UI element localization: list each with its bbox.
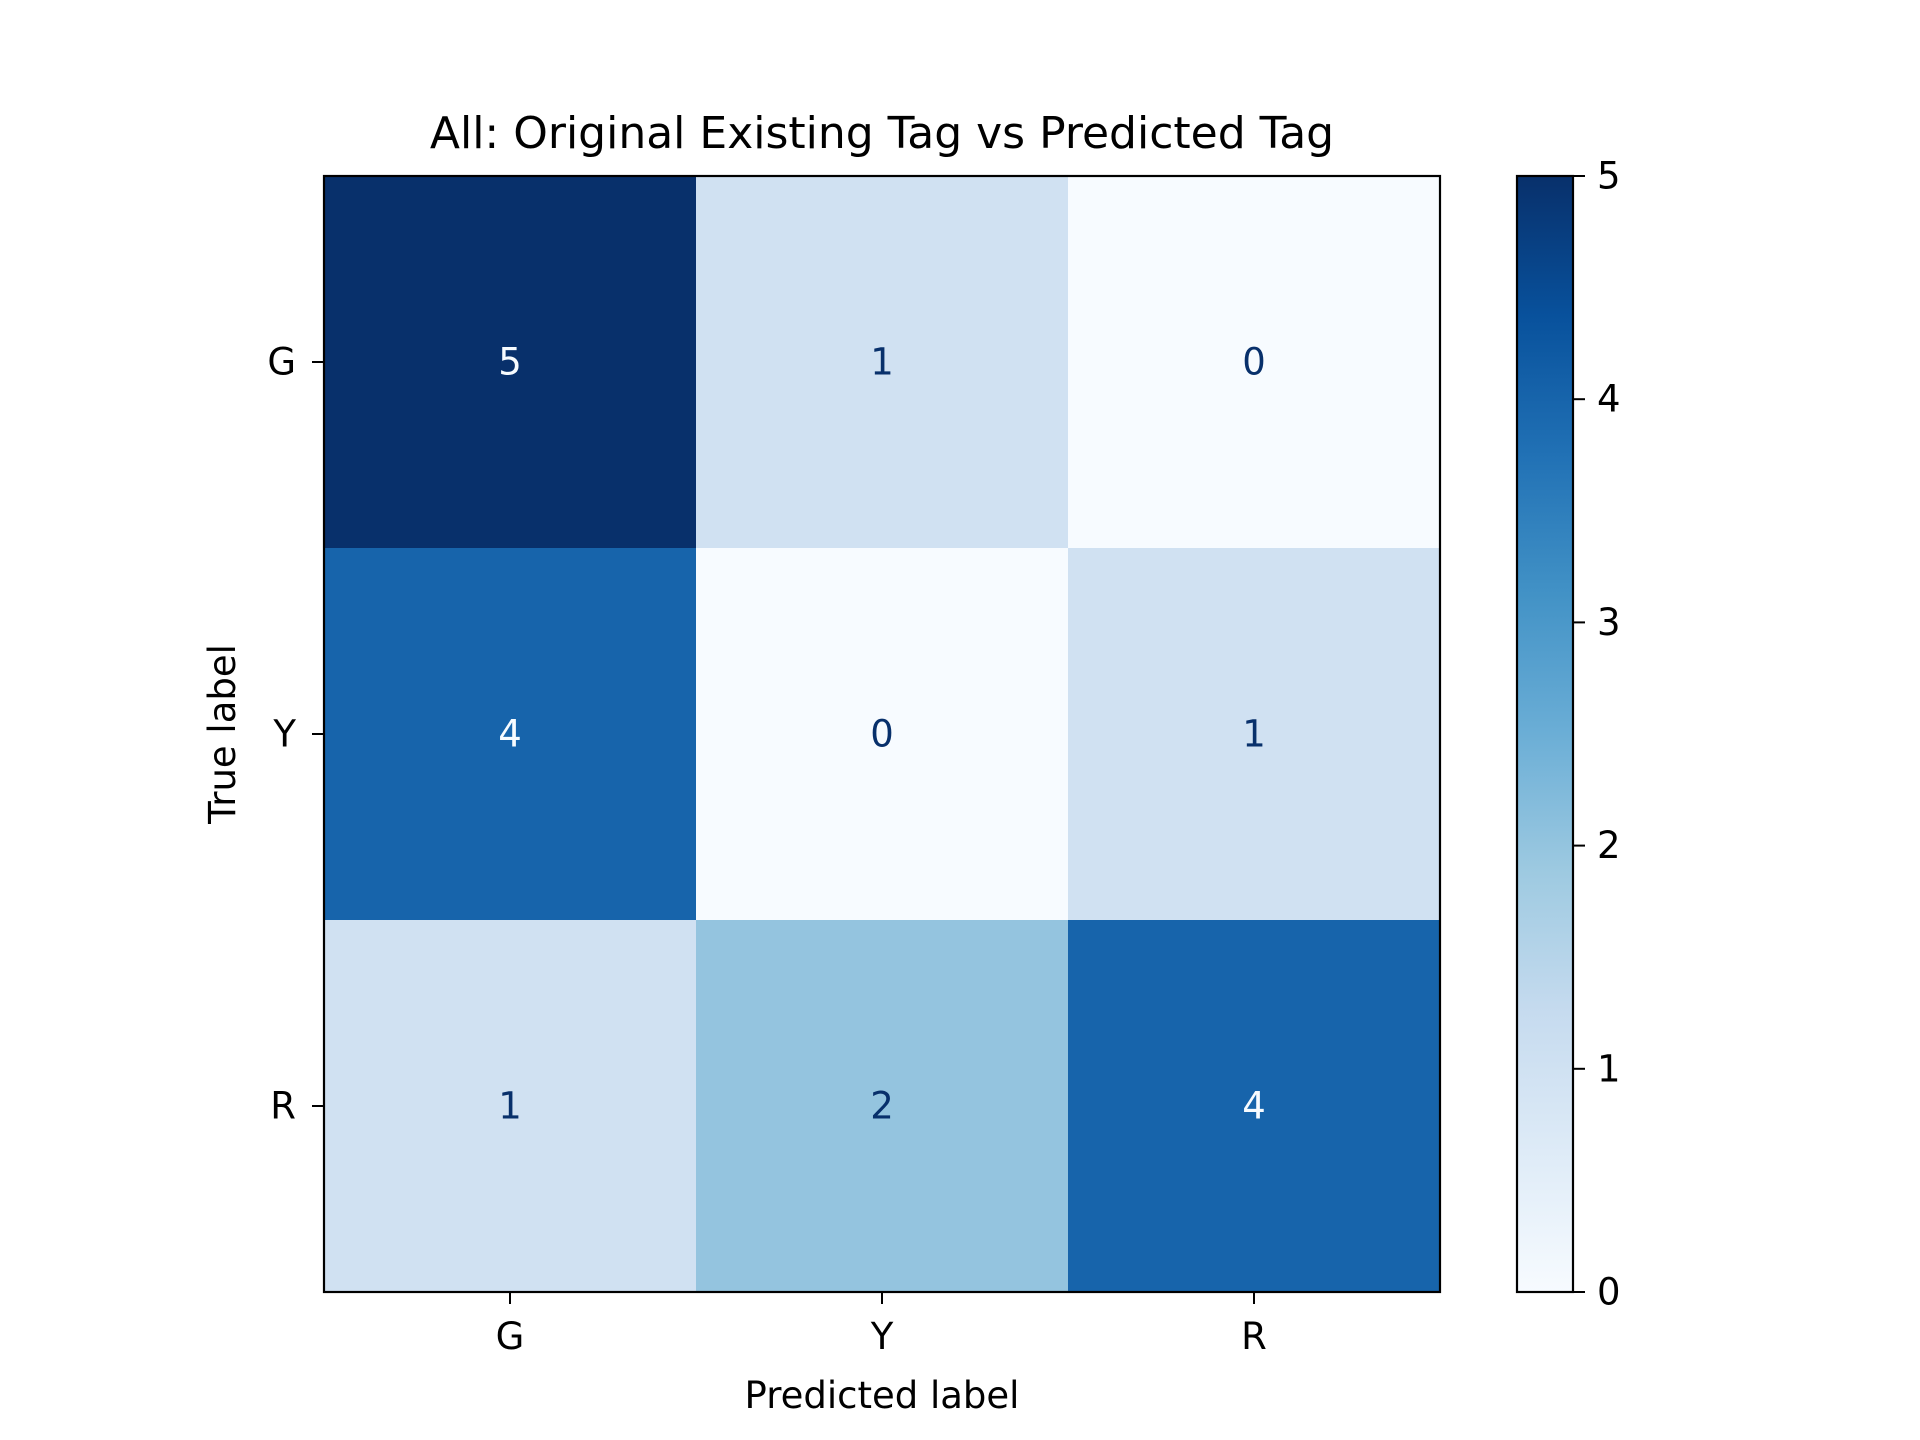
- x-axis-label: Predicted label: [745, 1374, 1020, 1417]
- colorbar-tick-label: 4: [1597, 378, 1621, 421]
- x-tick-label: R: [1241, 1315, 1267, 1358]
- x-tick-label: G: [496, 1315, 525, 1358]
- cell-value-r1-c2: 1: [1242, 713, 1266, 756]
- cell-value-r2-c1: 2: [870, 1085, 894, 1128]
- heatmap-cell-r2-c2: [1068, 920, 1441, 1293]
- cell-value-r1-c0: 4: [498, 713, 522, 756]
- colorbar-gradient: [1517, 176, 1573, 1292]
- cell-value-r0-c1: 1: [870, 341, 894, 384]
- colorbar-tick-label: 0: [1597, 1271, 1621, 1314]
- heatmap-cells: 5 1 0 4 0 1 1 2 4: [324, 176, 1441, 1293]
- heatmap-cell-r1-c1: [696, 548, 1069, 921]
- colorbar-ticks: 0 1 2 3 4 5: [1573, 155, 1621, 1314]
- heatmap-cell-r1-c0: [324, 548, 697, 921]
- cell-value-r1-c1: 0: [870, 713, 894, 756]
- cell-value-r2-c0: 1: [498, 1085, 522, 1128]
- x-tick-label: Y: [870, 1315, 894, 1358]
- cell-value-r0-c0: 5: [498, 341, 522, 384]
- y-tick-label: Y: [272, 713, 296, 756]
- heatmap-cell-r1-c2: [1068, 548, 1441, 921]
- y-axis-ticks: G Y R: [267, 341, 324, 1128]
- heatmap-cell-r0-c1: [696, 176, 1069, 549]
- heatmap-cell-r0-c2: [1068, 176, 1441, 549]
- y-tick-label: G: [267, 341, 296, 384]
- y-tick-label: R: [270, 1085, 296, 1128]
- heatmap-cell-r0-c0: [324, 176, 697, 549]
- y-axis-label: True label: [201, 644, 244, 825]
- cell-value-r2-c2: 4: [1242, 1085, 1266, 1128]
- colorbar-tick-label: 3: [1597, 601, 1621, 644]
- heatmap-cell-r2-c1: [696, 920, 1069, 1293]
- cell-value-r0-c2: 0: [1242, 341, 1266, 384]
- colorbar-tick-label: 5: [1597, 155, 1621, 198]
- chart-title: All: Original Existing Tag vs Predicted …: [430, 108, 1334, 159]
- colorbar-tick-label: 2: [1597, 824, 1621, 867]
- colorbar-frame: [1515, 174, 1575, 1294]
- heatmap-cell-r2-c0: [324, 920, 697, 1293]
- colorbar-tick-label: 1: [1597, 1047, 1621, 1090]
